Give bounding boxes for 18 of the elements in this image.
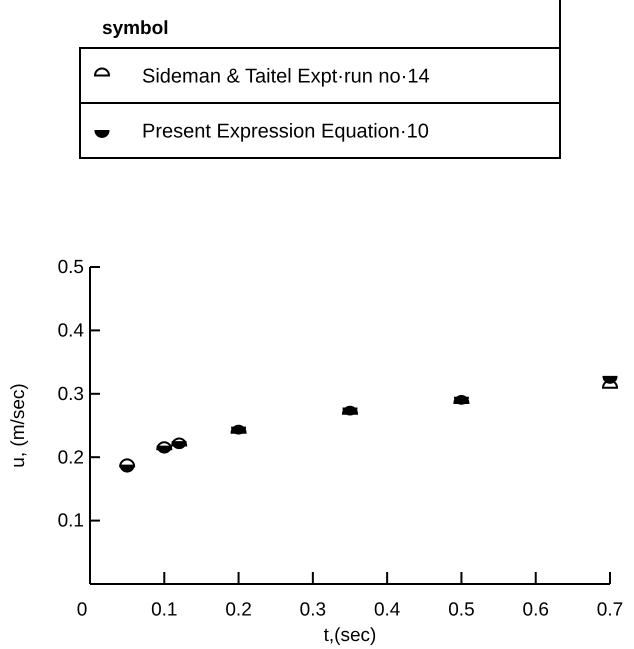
y-axis-title: u, (m/sec) bbox=[8, 383, 29, 468]
y-tick-label: 0.2 bbox=[58, 447, 84, 468]
x-tick-label: 0.5 bbox=[448, 599, 475, 620]
legend-title: symbol bbox=[102, 18, 169, 39]
x-tick-label: 0.4 bbox=[374, 599, 401, 620]
x-axis-title: t,(sec) bbox=[324, 625, 376, 646]
x-tick-label: 0 bbox=[76, 599, 88, 620]
y-tick-label: 0.3 bbox=[58, 384, 84, 405]
y-tick-label: 0.4 bbox=[58, 320, 84, 342]
y-tick-label: 0.1 bbox=[58, 510, 84, 532]
legend-label: Sideman & Taitel Expt·run no·14 bbox=[142, 66, 430, 88]
x-tick-label: 0.7 bbox=[596, 599, 624, 620]
y-tick-label: 0.5 bbox=[58, 257, 84, 278]
x-tick-label: 0.6 bbox=[522, 599, 549, 620]
x-tick-label: 0.3 bbox=[300, 599, 326, 620]
legend-label: Present Expression Equation·10 bbox=[142, 120, 429, 142]
x-tick-label: 0.1 bbox=[151, 599, 178, 620]
x-tick-label: 0.2 bbox=[225, 599, 252, 620]
